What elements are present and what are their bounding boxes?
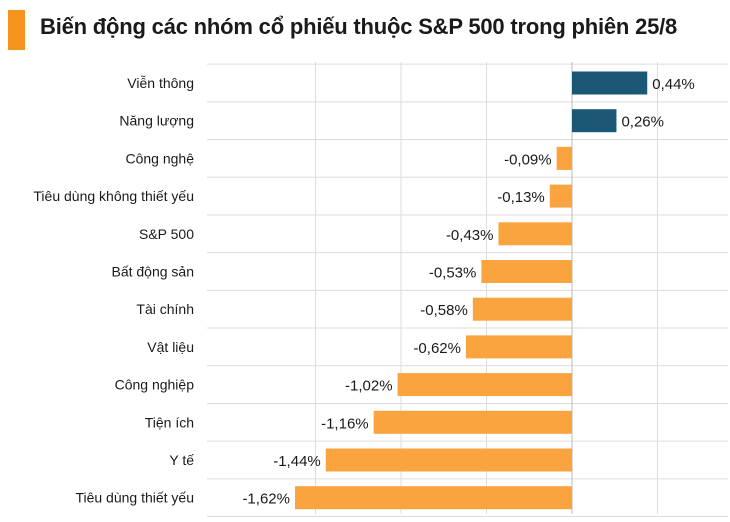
category-label: Năng lượng <box>119 113 194 129</box>
data-label: -0,09% <box>504 151 552 168</box>
bar <box>397 373 572 397</box>
data-label: -0,62% <box>413 340 461 357</box>
bars <box>294 71 648 510</box>
data-label: 0,26% <box>621 114 664 131</box>
data-label: -0,43% <box>446 227 494 244</box>
category-label: Bất động sản <box>111 264 194 280</box>
category-label: Công nghiệp <box>115 377 195 393</box>
bar <box>472 297 572 321</box>
bar <box>465 335 572 359</box>
bar <box>373 410 572 434</box>
bar <box>572 109 617 133</box>
data-label: -0,53% <box>429 265 477 282</box>
data-label: -1,44% <box>273 453 321 470</box>
chart-title: Biến động các nhóm cổ phiếu thuộc S&P 50… <box>40 14 678 39</box>
bar <box>481 260 572 283</box>
data-label: -1,62% <box>242 491 290 508</box>
bar <box>325 448 572 472</box>
category-label: Tiện ích <box>145 414 194 430</box>
bar <box>549 184 572 208</box>
data-label: -1,16% <box>321 415 369 432</box>
labels: Viễn thông 0,44% Năng lượng 0,26% Công nghệ -… <box>33 75 694 508</box>
bar <box>572 71 648 95</box>
category-label: Viễn thông <box>127 75 194 91</box>
title-accent-bar <box>8 10 25 50</box>
bar <box>498 222 572 246</box>
data-label: -0,13% <box>497 189 545 206</box>
data-label: -1,02% <box>345 378 393 395</box>
category-label: Tiêu dùng không thiết yếu <box>33 188 194 204</box>
category-label: Công nghệ <box>125 150 194 166</box>
category-label: S&P 500 <box>139 226 194 242</box>
data-label: 0,44% <box>652 76 695 93</box>
bar <box>556 146 572 170</box>
category-label: Tài chính <box>136 301 194 317</box>
grid-lines <box>207 62 728 518</box>
category-label: Tiêu dùng thiết yếu <box>75 490 194 506</box>
category-label: Y tế <box>169 452 194 468</box>
data-label: -0,58% <box>420 302 468 319</box>
bar <box>294 486 572 510</box>
category-label: Vật liệu <box>147 339 194 355</box>
